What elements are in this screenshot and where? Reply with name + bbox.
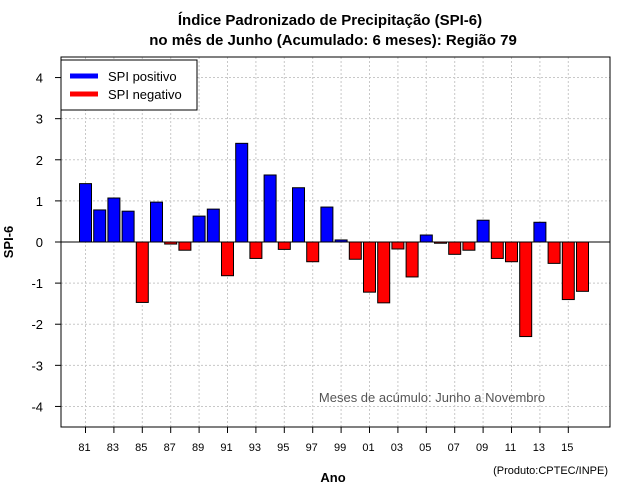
x-tick-label: 01 bbox=[362, 442, 374, 454]
x-tick-label: 83 bbox=[107, 442, 119, 454]
y-tick-label: 3 bbox=[36, 112, 43, 127]
y-tick-label: 1 bbox=[36, 194, 43, 209]
bar-1993 bbox=[249, 241, 263, 259]
chart-subtitle: no mês de Junho (Acumulado: 6 meses): Re… bbox=[149, 32, 517, 49]
legend: SPI positivo SPI negativo bbox=[60, 59, 198, 111]
bar-2012 bbox=[519, 241, 533, 338]
bar-1984 bbox=[121, 210, 135, 243]
y-tick-label: -2 bbox=[31, 317, 43, 332]
bar-1995 bbox=[277, 241, 291, 250]
bar-2002 bbox=[377, 241, 391, 304]
bar-1996 bbox=[292, 187, 305, 243]
x-tick-label: 85 bbox=[135, 442, 147, 454]
bar-2014 bbox=[547, 241, 561, 264]
bar-1990 bbox=[206, 208, 220, 243]
bar-1998 bbox=[320, 206, 334, 243]
bar-2016 bbox=[576, 241, 589, 292]
bar-1989 bbox=[192, 215, 206, 243]
x-tick-label: 13 bbox=[533, 442, 545, 454]
bar-2011 bbox=[505, 241, 518, 263]
y-axis-title: SPI-6 bbox=[1, 226, 16, 259]
bar-1986 bbox=[150, 201, 163, 243]
x-tick-label: 91 bbox=[220, 442, 232, 454]
y-tick-label: -4 bbox=[31, 399, 43, 414]
legend-label-negative: SPI negativo bbox=[108, 87, 182, 102]
x-tick-label: 03 bbox=[391, 442, 403, 454]
bar-2010 bbox=[490, 241, 504, 259]
y-tick-label: -3 bbox=[31, 358, 43, 373]
bar-1997 bbox=[306, 241, 320, 263]
legend-box bbox=[60, 59, 198, 111]
accumulation-note: Meses de acúmulo: Junho a Novembro bbox=[319, 390, 545, 405]
bar-1988 bbox=[178, 241, 192, 251]
bar-1985 bbox=[135, 241, 149, 303]
bar-2003 bbox=[391, 241, 405, 250]
bar-1994 bbox=[263, 174, 277, 243]
bar-1983 bbox=[107, 197, 121, 243]
x-tick-label: 05 bbox=[419, 442, 431, 454]
x-tick-label: 09 bbox=[476, 442, 488, 454]
bar-2007 bbox=[448, 241, 462, 255]
bar-2008 bbox=[462, 241, 476, 251]
bar-1982 bbox=[93, 209, 107, 243]
bar-1991 bbox=[221, 241, 234, 277]
y-tick-label: 2 bbox=[36, 153, 43, 168]
bar-2005 bbox=[419, 234, 433, 243]
product-credit: (Produto:CPTEC/INPE) bbox=[493, 465, 608, 477]
x-tick-label: 87 bbox=[164, 442, 176, 454]
x-tick-label: 97 bbox=[306, 442, 318, 454]
bar-2009 bbox=[476, 219, 490, 243]
x-axis: 81 83 85 87 89 91 93 95 97 99 01 03 05 07 09 11 13 15 bbox=[78, 427, 573, 454]
y-tick-label: 0 bbox=[36, 235, 43, 250]
y-tick-label: -1 bbox=[31, 276, 43, 291]
bar-1992 bbox=[235, 142, 249, 243]
x-tick-label: 07 bbox=[448, 442, 460, 454]
bar-2001 bbox=[363, 241, 376, 293]
x-tick-label: 11 bbox=[505, 442, 516, 454]
x-tick-label: 99 bbox=[334, 442, 346, 454]
y-tick-label: 4 bbox=[36, 71, 43, 86]
x-tick-label: 93 bbox=[249, 442, 261, 454]
x-tick-label: 81 bbox=[78, 442, 90, 454]
y-axis: -4 -3 -2 -1 0 1 2 3 4 bbox=[31, 71, 61, 414]
bar-2013 bbox=[533, 221, 547, 243]
x-tick-label: 95 bbox=[277, 442, 289, 454]
chart-title: Índice Padronizado de Precipitação (SPI-… bbox=[178, 12, 482, 29]
bars bbox=[79, 142, 589, 338]
legend-label-positive: SPI positivo bbox=[108, 69, 177, 84]
x-tick-label: 89 bbox=[192, 442, 204, 454]
bar-1981 bbox=[79, 183, 92, 243]
bar-2000 bbox=[348, 241, 362, 260]
bar-2015 bbox=[561, 241, 575, 301]
bar-2004 bbox=[405, 241, 419, 278]
x-axis-title: Ano bbox=[320, 470, 345, 485]
x-tick-label: 15 bbox=[561, 442, 573, 454]
